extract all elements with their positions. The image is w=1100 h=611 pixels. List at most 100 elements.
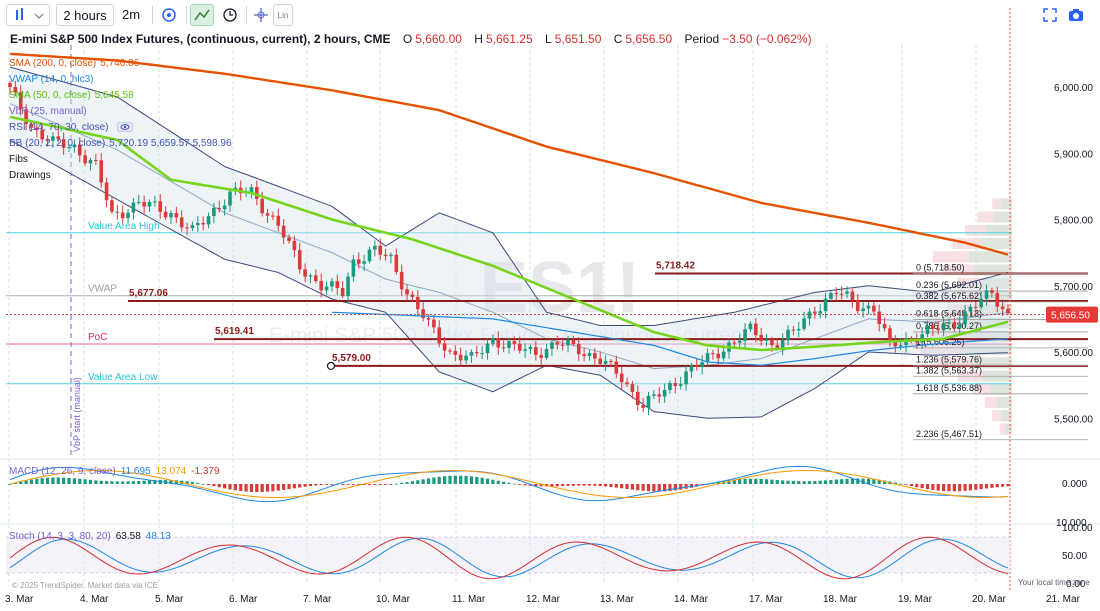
candle-body <box>721 351 726 359</box>
indicator-toggle-button[interactable] <box>190 4 214 26</box>
toolbar-divider <box>152 6 153 24</box>
fullscreen-icon[interactable] <box>1043 8 1057 22</box>
candle-body <box>40 130 44 140</box>
macd-histogram-bar <box>593 484 597 486</box>
macd-histogram-bar <box>426 478 431 484</box>
candle-body <box>823 298 828 312</box>
candle-body <box>35 127 39 131</box>
candle-body <box>952 322 957 329</box>
vbp-bar-buy <box>971 357 1012 369</box>
macd-histogram-bar <box>502 481 506 484</box>
candle-body <box>673 383 678 387</box>
x-axis-label: 19. Mar <box>898 594 933 605</box>
macd-axis-label: 10.000 <box>1056 518 1087 529</box>
candle-body <box>1006 308 1010 313</box>
macd-histogram-bar <box>781 480 785 484</box>
macd-histogram-bar <box>88 479 93 484</box>
candle-body <box>83 155 87 164</box>
macd-histogram-bar <box>915 484 919 488</box>
chart-type-button[interactable] <box>6 4 50 26</box>
legend-fibs[interactable]: Fibs <box>9 154 28 165</box>
macd-histogram-bar <box>791 480 795 484</box>
settings-button[interactable] <box>157 4 181 26</box>
candle-body <box>260 198 264 214</box>
candle-body <box>255 187 259 199</box>
macd-histogram-bar <box>389 484 393 485</box>
candle-body <box>340 288 345 296</box>
stoch-legend-part: 48.13 <box>146 531 171 542</box>
low-value: 5,651.50 <box>554 32 602 46</box>
legend-vwap[interactable]: VWAP (14, 0, hlc3) <box>9 72 232 88</box>
legend-sma200[interactable]: SMA (200, 0, close) 5,746.86 <box>9 56 232 72</box>
legend-drawings[interactable]: Drawings <box>9 170 51 181</box>
candle-body <box>421 309 425 319</box>
macd-histogram-bar <box>968 484 973 491</box>
price-axis-label: 5,500.00 <box>1054 414 1093 425</box>
candle-body <box>56 136 61 140</box>
candle-body <box>979 298 983 308</box>
legend-vwap-label: VWAP (14, 0, hlc3) <box>9 74 94 85</box>
camera-icon[interactable] <box>1068 8 1083 22</box>
macd-histogram-bar <box>748 478 753 484</box>
macd-histogram-bar <box>984 484 989 489</box>
current-price-tag <box>1046 306 1098 323</box>
candle-body <box>507 341 511 348</box>
period-value: −3.50 (−0.062%) <box>722 32 812 46</box>
scale-mode-button[interactable]: Lin <box>273 4 293 26</box>
candle-body <box>845 291 849 294</box>
candle-body <box>700 362 704 368</box>
legend-sma200-label: SMA (200, 0, close) <box>9 58 97 69</box>
macd-histogram-bar <box>657 484 661 492</box>
crosshair-button[interactable] <box>250 4 272 26</box>
sma200-line <box>9 52 1009 256</box>
compare-select[interactable]: 2m <box>117 4 145 26</box>
eye-icon[interactable] <box>117 122 134 133</box>
macd-histogram-bar <box>190 482 195 484</box>
macd-histogram-bar <box>534 484 538 487</box>
current-price-value: 5,656.50 <box>1051 311 1090 322</box>
candle-body <box>796 328 801 331</box>
candle-body <box>764 339 769 341</box>
price-axis-label: 5,900.00 <box>1054 149 1093 160</box>
ohlc-header: E-mini S&P 500 Index Futures, (continuou… <box>10 32 812 46</box>
legend-vbp[interactable]: VbP (25, manual) <box>9 104 232 120</box>
clock-button[interactable] <box>218 4 242 26</box>
macd-histogram-bar <box>636 484 640 491</box>
macd-histogram-bar <box>394 483 398 485</box>
candle-body <box>399 271 404 290</box>
open-value: 5,660.00 <box>415 32 462 46</box>
fib-label: 0.618 (5,649.13) <box>916 308 982 318</box>
price-axis-label: 5,700.00 <box>1054 282 1093 293</box>
legend-sma50[interactable]: SMA (50, 0, close) 5,645.58 <box>9 88 232 104</box>
stoch-k-line <box>9 536 1009 580</box>
candle-body <box>67 147 71 149</box>
candle-body <box>877 311 882 325</box>
vbp-start-label: VbP start (manual) <box>72 377 82 452</box>
macd-histogram-bar <box>620 484 624 489</box>
macd-histogram-bar <box>367 484 372 486</box>
candle-body <box>142 201 146 207</box>
macd-histogram-bar <box>459 475 463 484</box>
candle-body <box>619 373 624 383</box>
macd-histogram-bar <box>909 484 914 486</box>
legend-bb-value: 5,720.19 5,659.57 5,598.96 <box>109 138 232 149</box>
vbp-bar-buy <box>986 224 1012 236</box>
interval-select[interactable]: 2 hours <box>56 4 114 26</box>
candle-body <box>485 343 490 354</box>
macd-histogram-bar <box>958 484 962 492</box>
legend-bb[interactable]: BB (20, 2, 2, 0, close) 5,720.19 5,659.57… <box>9 136 232 152</box>
legend-rsi[interactable]: RSI (14, 70, 30, close) <box>9 120 232 136</box>
macd-histogram-bar <box>646 484 651 492</box>
macd-histogram-bar <box>689 484 694 488</box>
candle-body <box>136 201 141 203</box>
legend-rsi-label: RSI (14, 70, 30, close) <box>9 122 109 133</box>
x-axis-label: 13. Mar <box>600 594 635 605</box>
toolbar-divider <box>246 6 247 24</box>
candle-body <box>190 225 195 229</box>
macd-histogram-bar <box>271 484 275 492</box>
macd-histogram-bar <box>952 484 956 492</box>
candle-body <box>625 382 629 385</box>
macd-histogram-bar <box>233 484 237 491</box>
macd-histogram-bar <box>94 480 98 484</box>
